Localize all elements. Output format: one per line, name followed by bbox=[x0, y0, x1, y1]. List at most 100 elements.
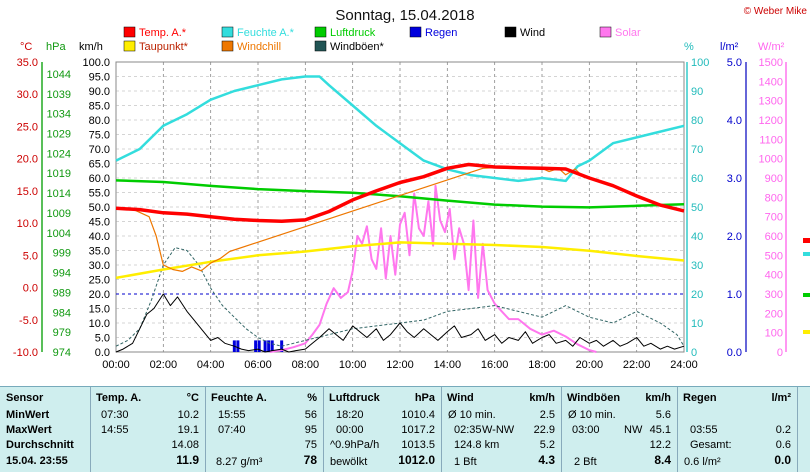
pressure-min-time: 18:20 bbox=[336, 409, 364, 421]
pressure-tick-label: 1029 bbox=[47, 129, 71, 141]
solar-tick-label: 800 bbox=[765, 192, 783, 204]
rain-tick-label: 3.0 bbox=[727, 173, 742, 185]
solar-tick-label: 900 bbox=[765, 173, 783, 185]
temp-min: 10.2 bbox=[177, 409, 199, 421]
solar-tick-label: 300 bbox=[765, 289, 783, 301]
temp-tick-label: -5.0 bbox=[19, 315, 38, 327]
temp-tick-label: -10.0 bbox=[13, 347, 38, 359]
solar-tick-label: 1300 bbox=[759, 96, 783, 108]
rain-max-time: 03:55 bbox=[690, 424, 718, 436]
pressure-current: 1012.0 bbox=[398, 453, 435, 467]
rain-bar bbox=[236, 340, 240, 352]
series-wind-line bbox=[115, 293, 685, 353]
wind-tick-label: 35.0 bbox=[89, 246, 110, 258]
temp-current: 11.9 bbox=[176, 453, 199, 467]
wind-max: 22.9 bbox=[533, 424, 555, 436]
rain-bar bbox=[270, 340, 274, 352]
unit-temp: °C bbox=[20, 41, 32, 53]
rain-tick-label: 0.0 bbox=[727, 347, 742, 359]
series-feuchte-a-line bbox=[115, 75, 685, 183]
humidity-tick-label: 70 bbox=[691, 144, 703, 156]
wind-tick-label: 20.0 bbox=[89, 289, 110, 301]
row-label-max: MaxWert bbox=[6, 424, 52, 436]
wind-tick-label: 50.0 bbox=[89, 202, 110, 214]
x-tick-label: 04:00 bbox=[197, 359, 225, 371]
wind-tick-label: 70.0 bbox=[89, 144, 110, 156]
humidity-unit: % bbox=[307, 392, 317, 404]
edge-pressure-marker bbox=[803, 293, 810, 297]
wind-avg: 5.2 bbox=[539, 439, 555, 451]
solar-tick-label: 1100 bbox=[759, 134, 783, 146]
wind-header: Wind bbox=[447, 392, 474, 404]
humidity-max-time: 07:40 bbox=[218, 424, 246, 436]
temp-tick-label: 0.0 bbox=[23, 283, 38, 295]
rain-total-label: Gesamt: bbox=[690, 439, 732, 451]
wind-distance: 124.8 km bbox=[454, 439, 500, 451]
x-tick-label: 16:00 bbox=[481, 359, 509, 371]
wind-tick-label: 0.0 bbox=[95, 347, 110, 359]
humidity-min-time: 15:55 bbox=[218, 409, 246, 421]
wind-beaufort: 1 Bft bbox=[454, 456, 477, 468]
pressure-tick-label: 999 bbox=[53, 248, 71, 260]
x-tick-label: 02:00 bbox=[150, 359, 178, 371]
solar-tick-label: 400 bbox=[765, 270, 783, 282]
humidity-avg: 75 bbox=[304, 439, 317, 451]
rain-unit: l/m² bbox=[771, 392, 791, 404]
series-temp-a-line bbox=[115, 162, 685, 223]
legend-swatch bbox=[314, 26, 327, 38]
humidity-header: Feuchte A. bbox=[211, 392, 267, 404]
rain-today: 0.6 l/m² bbox=[684, 456, 721, 468]
gust-current: 8.4 bbox=[654, 453, 671, 467]
pressure-tick-label: 984 bbox=[53, 307, 71, 319]
solar-tick-label: 100 bbox=[765, 328, 783, 340]
gust-unit: km/h bbox=[645, 392, 671, 404]
pressure-avg: 1013.5 bbox=[401, 439, 435, 451]
legend-label: Feuchte A.* bbox=[237, 27, 295, 39]
wind-tick-label: 30.0 bbox=[89, 260, 110, 272]
legend-swatch bbox=[123, 26, 136, 38]
legend-swatch bbox=[221, 26, 234, 38]
edge-temp-marker bbox=[803, 238, 810, 243]
legend-label: Luftdruck bbox=[330, 27, 376, 39]
humidity-tick-label: 50 bbox=[691, 202, 703, 214]
rain-current: 0.0 bbox=[774, 453, 791, 467]
pressure-max-time: 00:00 bbox=[336, 424, 364, 436]
pressure-min: 1010.4 bbox=[401, 409, 435, 421]
pressure-header: Luftdruck bbox=[329, 392, 380, 404]
x-tick-label: 12:00 bbox=[386, 359, 414, 371]
wind-tick-label: 85.0 bbox=[89, 101, 110, 113]
legend-swatch bbox=[221, 40, 234, 52]
gust-max: 45.1 bbox=[649, 424, 671, 436]
unit-wind: km/h bbox=[79, 41, 103, 53]
wind-tick-label: 65.0 bbox=[89, 159, 110, 171]
x-tick-label: 22:00 bbox=[623, 359, 651, 371]
legend-label: Windchill bbox=[237, 41, 281, 53]
sensor-column: Sensor MinWert MaxWert Durchschnitt 15.0… bbox=[0, 387, 90, 472]
wind-avg10: 2.5 bbox=[539, 409, 555, 421]
rain-max: 0.2 bbox=[775, 424, 791, 436]
x-tick-label: 14:00 bbox=[434, 359, 462, 371]
legend-swatch bbox=[123, 40, 136, 52]
pressure-tick-label: 1014 bbox=[47, 188, 71, 200]
pressure-max: 1017.2 bbox=[401, 424, 435, 436]
pressure-tick-label: 1044 bbox=[47, 69, 71, 81]
humidity-tick-label: 20 bbox=[691, 289, 703, 301]
humidity-tick-label: 80 bbox=[691, 115, 703, 127]
unit-pressure: hPa bbox=[46, 41, 66, 53]
wind-tick-label: 100.0 bbox=[82, 57, 110, 69]
pressure-tick-label: 1024 bbox=[47, 148, 71, 160]
temp-tick-label: 25.0 bbox=[17, 121, 38, 133]
rain-header: Regen bbox=[683, 392, 717, 404]
x-tick-label: 00:00 bbox=[102, 359, 130, 371]
row-label-min: MinWert bbox=[6, 409, 50, 421]
rain-bar bbox=[267, 340, 271, 352]
wind-tick-label: 5.0 bbox=[95, 333, 110, 345]
table-edge bbox=[797, 387, 810, 472]
gust-max-dir: NW bbox=[624, 424, 643, 436]
solar-tick-label: 0 bbox=[777, 347, 783, 359]
sensor-header: Sensor bbox=[6, 392, 44, 404]
humidity-tick-label: 0 bbox=[691, 347, 697, 359]
temp-header: Temp. A. bbox=[96, 392, 142, 404]
humidity-tick-label: 90 bbox=[691, 86, 703, 98]
solar-tick-label: 1000 bbox=[759, 154, 783, 166]
